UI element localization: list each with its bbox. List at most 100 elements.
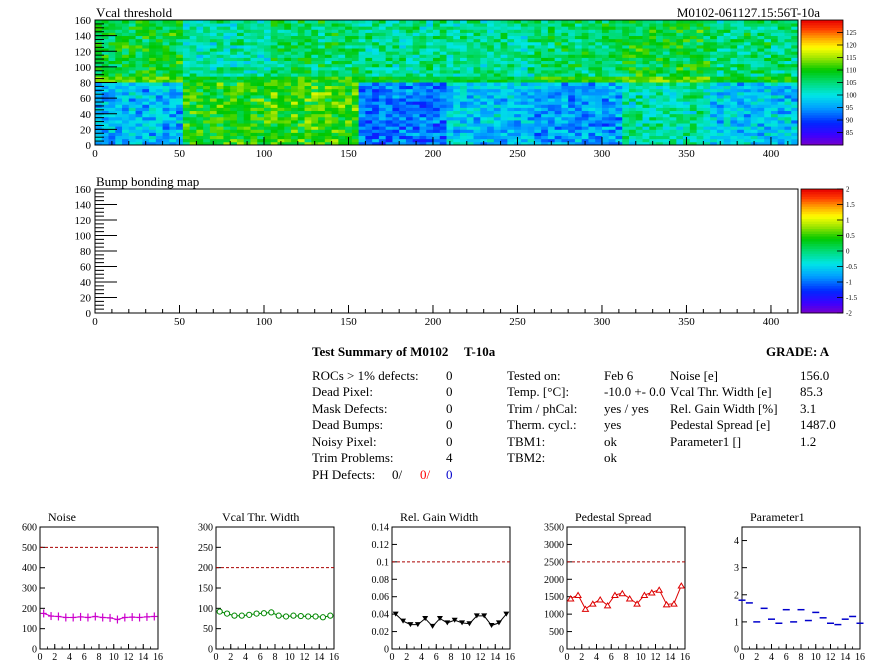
heatmap-cell — [365, 126, 373, 130]
heatmap-cell — [257, 135, 265, 140]
palette-cell — [801, 132, 843, 136]
heatmap-cell — [554, 20, 562, 24]
heatmap-cell — [622, 113, 630, 118]
heatmap-cell — [291, 88, 299, 93]
heatmap-cell — [629, 85, 637, 90]
heatmap-cell — [777, 66, 785, 71]
heatmap-cell — [554, 98, 562, 102]
heatmap-cell — [182, 73, 191, 77]
heatmap-cell — [500, 91, 508, 96]
heatmap-cell — [365, 38, 373, 43]
palette-cell — [801, 120, 843, 123]
heatmap-cell — [405, 20, 414, 24]
heatmap-cell — [683, 116, 691, 121]
heatmap-cell — [101, 98, 109, 102]
heatmap-cell — [399, 51, 407, 55]
heatmap-cell — [588, 35, 596, 40]
heatmap-cell — [473, 132, 481, 137]
heatmap-cell — [750, 98, 758, 102]
heatmap-cell — [615, 32, 623, 37]
heatmap-cell — [784, 29, 792, 33]
heatmap-cell — [426, 20, 434, 24]
heatmap-cell — [216, 91, 224, 96]
heatmap-cell — [635, 107, 643, 112]
heatmap-cell — [730, 63, 738, 68]
heatmap-cell — [263, 73, 272, 77]
heatmap-cell — [574, 45, 583, 49]
heatmap-cell — [581, 23, 589, 27]
x-tick-label: 10 — [109, 652, 119, 663]
heatmap-cell — [189, 32, 197, 37]
heatmap-cell — [243, 54, 251, 58]
heatmap-cell — [514, 85, 522, 90]
heatmap-cell — [304, 29, 312, 33]
heatmap-cell — [581, 101, 589, 105]
heatmap-cell — [196, 54, 204, 58]
heatmap-cell — [101, 110, 109, 115]
heatmap-cell — [439, 120, 447, 124]
heatmap-cell — [568, 120, 576, 124]
heatmap-cell — [581, 126, 589, 130]
heatmap-cell — [216, 135, 224, 140]
heatmap-cell — [155, 85, 163, 90]
heatmap-cell — [345, 41, 353, 46]
heatmap-cell — [737, 88, 745, 93]
heatmap-cell — [392, 82, 400, 87]
palette-cell — [801, 42, 843, 46]
heatmap-cell — [311, 132, 319, 137]
heatmap-cell — [236, 60, 245, 65]
heatmap-cell — [723, 123, 731, 127]
heatmap-cell — [500, 135, 508, 140]
heatmap-cell — [203, 110, 211, 115]
heatmap-cell — [716, 57, 725, 62]
heatmap-cell — [176, 85, 184, 90]
heatmap-cell — [277, 38, 285, 43]
test-info-label: TBM1: — [507, 433, 546, 449]
heatmap-cell — [108, 113, 116, 118]
heatmap-cell — [743, 45, 752, 49]
heatmap-cell — [757, 23, 765, 27]
heatmap-cell — [318, 113, 326, 118]
heatmap-cell — [480, 54, 488, 58]
heatmap-cell — [419, 29, 427, 33]
heatmap-cell — [493, 60, 501, 65]
palette-cell — [801, 40, 843, 43]
heatmap-cell — [115, 41, 123, 46]
heatmap-cell — [209, 129, 218, 133]
heatmap-cell — [128, 38, 136, 43]
heatmap-cell — [493, 66, 501, 71]
heatmap-cell — [507, 29, 515, 33]
heatmap-cell — [480, 32, 488, 37]
heatmap-cell — [270, 73, 278, 77]
heatmap-cell — [122, 113, 130, 118]
heatmap-cell — [764, 88, 772, 93]
heatmap-cell — [777, 104, 785, 108]
heatmap-cell — [149, 88, 157, 93]
heatmap-cell — [460, 29, 468, 33]
heatmap-cell — [324, 32, 332, 37]
heatmap-cell — [95, 141, 103, 145]
heatmap-cell — [500, 104, 508, 108]
heatmap-cell — [426, 23, 434, 27]
heatmap-cell — [446, 85, 454, 90]
heatmap-cell — [750, 126, 758, 130]
heatmap-cell — [189, 60, 197, 65]
heatmap-cell — [635, 23, 643, 27]
heatmap-cell — [723, 135, 731, 140]
heatmap-cell — [541, 138, 549, 143]
x-tick-label: 250 — [509, 148, 526, 160]
heatmap-cell — [595, 91, 603, 96]
heatmap-cell — [581, 32, 589, 37]
heatmap-cell — [209, 110, 218, 115]
heatmap-cell — [345, 29, 353, 33]
heatmap-cell — [500, 41, 508, 46]
heatmap-cell — [230, 132, 238, 137]
heatmap-cell — [189, 48, 197, 52]
heatmap-cell — [135, 126, 143, 130]
heatmap-cell — [595, 88, 603, 93]
heatmap-cell — [155, 51, 163, 55]
heatmap-cell — [432, 135, 441, 140]
heatmap-cell — [466, 76, 474, 80]
heatmap-cell — [764, 76, 772, 80]
heatmap-cell — [507, 76, 515, 80]
